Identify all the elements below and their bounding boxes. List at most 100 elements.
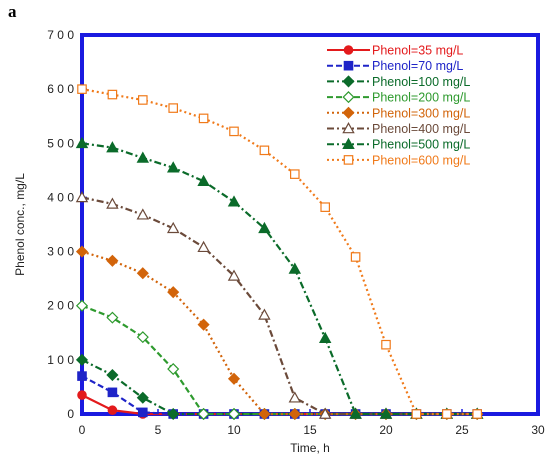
legend-label: Phenol=500 mg/L	[372, 138, 470, 152]
x-axis-title: Time, h	[290, 441, 330, 455]
legend-label: Phenol=400 mg/L	[372, 122, 470, 136]
data-point	[258, 308, 271, 320]
legend-marker	[342, 137, 355, 149]
data-point	[379, 407, 393, 419]
data-point	[166, 221, 180, 234]
x-tick-label: 25	[455, 423, 469, 437]
y-tick-label: 1 0 0	[47, 353, 74, 367]
data-point	[411, 409, 422, 419]
series-6	[75, 190, 484, 419]
series-line	[81, 196, 478, 416]
x-tick-label: 5	[155, 423, 162, 437]
y-tick-label: 2 0 0	[47, 299, 74, 313]
data-point	[472, 409, 482, 419]
data-point	[136, 331, 149, 344]
series-8	[77, 84, 482, 419]
data-point	[167, 286, 180, 299]
data-point	[77, 84, 87, 94]
data-point	[227, 195, 241, 207]
data-point	[227, 372, 241, 385]
legend-marker	[343, 45, 354, 55]
legend-marker	[342, 91, 355, 104]
data-point	[106, 368, 119, 382]
legend-marker	[343, 60, 354, 71]
series-line	[81, 88, 478, 416]
data-point	[259, 145, 270, 156]
data-point	[168, 103, 178, 113]
data-point	[198, 113, 209, 124]
data-point	[106, 141, 119, 153]
data-point	[106, 254, 119, 267]
data-point	[288, 407, 301, 421]
data-point	[136, 151, 150, 163]
x-tick-label: 10	[227, 423, 241, 437]
data-point	[320, 202, 330, 212]
data-point	[136, 267, 149, 280]
data-point	[138, 407, 148, 418]
data-point	[75, 353, 89, 366]
y-tick-label: 4 0 0	[47, 190, 74, 204]
x-tick-label: 20	[379, 423, 393, 437]
x-tick-label: 0	[79, 423, 86, 437]
series-7	[75, 136, 484, 419]
data-point	[197, 240, 210, 253]
legend-marker	[343, 155, 354, 165]
data-point	[166, 161, 180, 173]
data-point	[442, 409, 452, 419]
data-point	[350, 252, 361, 262]
data-point	[197, 174, 210, 186]
data-point	[107, 387, 118, 398]
data-point	[107, 405, 118, 416]
data-point	[318, 407, 332, 419]
data-point	[258, 407, 271, 421]
y-tick-label: 6 0 0	[47, 82, 74, 96]
y-tick-label: 5 0 0	[47, 136, 74, 150]
data-point	[75, 245, 89, 258]
series-line	[81, 358, 478, 416]
legend-label: Phenol=600 mg/L	[372, 153, 470, 167]
series-4	[75, 299, 484, 421]
legend-label: Phenol=100 mg/L	[372, 75, 470, 89]
series-line	[81, 142, 478, 416]
x-tick-label: 15	[303, 423, 317, 437]
data-point	[75, 190, 89, 203]
legend-label: Phenol=200 mg/L	[372, 91, 470, 105]
y-tick-label: 0	[67, 407, 74, 421]
data-point	[381, 339, 391, 350]
legend-label: Phenol=35 mg/L	[372, 44, 463, 58]
data-point	[106, 197, 119, 209]
data-point	[136, 208, 150, 220]
panel-label: a	[8, 2, 17, 21]
data-point	[167, 407, 180, 421]
data-point	[288, 262, 302, 274]
data-point	[197, 407, 210, 421]
data-point	[75, 299, 89, 312]
data-point	[107, 89, 118, 100]
data-point	[290, 169, 300, 179]
data-point	[106, 311, 119, 324]
x-tick-label: 30	[531, 423, 545, 437]
data-point	[77, 371, 87, 381]
data-point	[197, 318, 210, 331]
legend-label: Phenol=300 mg/L	[372, 106, 470, 120]
data-point	[229, 126, 239, 137]
legend-marker	[342, 122, 355, 134]
data-point	[349, 407, 362, 419]
legend-marker	[342, 75, 355, 88]
legend-marker	[342, 106, 355, 119]
data-point	[227, 407, 241, 421]
data-point	[138, 95, 148, 105]
data-point	[167, 363, 180, 376]
data-point	[77, 390, 87, 400]
data-point	[258, 221, 271, 234]
data-point	[288, 391, 302, 403]
data-point	[75, 136, 89, 149]
data-point	[318, 331, 332, 343]
y-axis-title: Phenol conc., mg/L	[13, 173, 27, 276]
legend-label: Phenol=70 mg/L	[372, 59, 463, 73]
data-point	[227, 269, 241, 281]
y-tick-label: 3 0 0	[47, 245, 74, 259]
data-point	[136, 391, 149, 404]
